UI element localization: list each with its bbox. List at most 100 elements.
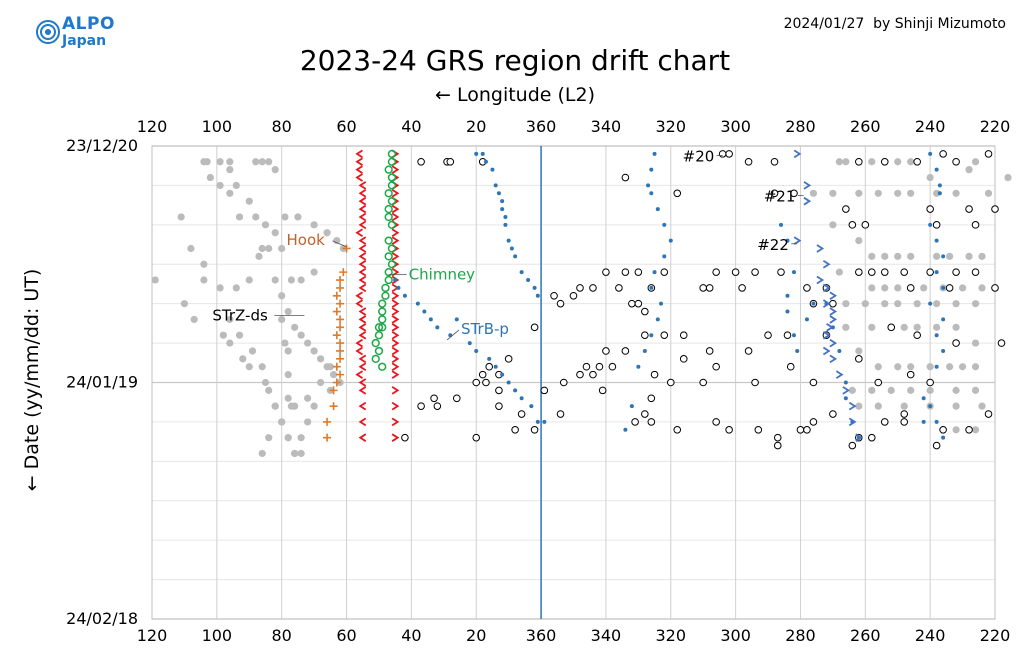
- data-point-gray: [829, 221, 837, 229]
- data-point-red-chevron-right: [391, 299, 400, 308]
- data-point-gray: [151, 276, 159, 284]
- data-point-open-circle: [615, 284, 623, 292]
- data-point-gray: [868, 386, 876, 394]
- data-point-orange-plus: [332, 378, 341, 387]
- data-point-open-circle: [754, 426, 763, 434]
- data-point-open-circle: [744, 157, 753, 166]
- data-point-gray: [297, 331, 305, 339]
- data-point-blue-dot: [795, 348, 800, 353]
- data-point-open-circle: [803, 426, 811, 434]
- annotation-label: #21: [764, 188, 796, 206]
- data-point-gray: [245, 363, 253, 371]
- data-point-red-chevron-right: [391, 252, 400, 261]
- data-point-blue-dot: [934, 364, 939, 369]
- data-point-gray: [978, 402, 986, 410]
- data-point-red-chevron-right: [391, 330, 400, 340]
- data-point-blue-dot: [506, 238, 511, 243]
- data-point-open-circle: [485, 362, 494, 371]
- data-point-green-circle: [387, 173, 397, 182]
- data-point-open-circle: [790, 189, 798, 198]
- logo-line-1: ALPO: [62, 14, 115, 34]
- data-point-blue-dot: [428, 317, 433, 322]
- data-point-blue-dot: [503, 222, 508, 227]
- data-point-gray: [235, 331, 244, 339]
- data-point-orange-plus: [339, 268, 348, 277]
- data-point-open-circle: [621, 173, 630, 182]
- x-tick-label-bottom: 240: [915, 626, 946, 645]
- data-point-gray: [190, 315, 198, 324]
- data-point-blue-dot: [649, 333, 654, 338]
- data-point-blue-dot: [934, 333, 939, 338]
- data-point-gray: [326, 363, 334, 371]
- data-point-gray: [900, 323, 908, 331]
- data-point-blue-dot: [535, 293, 540, 298]
- data-point-open-circle: [666, 378, 675, 387]
- data-point-blue-dot: [629, 404, 634, 409]
- data-point-blue-dot: [646, 183, 651, 188]
- data-point-blue-chevron-right: [816, 244, 825, 253]
- data-point-red-chevron-left: [358, 330, 367, 340]
- x-tick-label-bottom: 300: [720, 626, 751, 645]
- data-point-gray: [261, 221, 270, 229]
- data-point-red-chevron-right: [391, 228, 400, 237]
- data-point-gray: [971, 339, 980, 347]
- data-point-open-circle: [770, 189, 779, 198]
- data-point-gray: [284, 394, 292, 402]
- data-point-open-circle: [660, 268, 669, 276]
- data-point-blue-dot: [642, 348, 647, 353]
- data-point-open-circle: [550, 291, 558, 300]
- data-point-blue-dot: [804, 317, 809, 322]
- data-point-gray: [835, 268, 843, 276]
- data-point-orange-plus: [323, 417, 332, 426]
- data-point-blue-dot: [652, 270, 657, 275]
- data-point-open-circle: [569, 291, 578, 300]
- data-point-blue-dot: [779, 222, 784, 227]
- data-point-blue-dot: [402, 293, 407, 298]
- data-point-open-circle: [628, 299, 636, 308]
- data-point-open-circle: [829, 410, 837, 418]
- data-point-open-circle: [631, 418, 639, 426]
- data-point-blue-dot: [448, 333, 453, 338]
- data-point-blue-dot: [662, 222, 667, 227]
- data-point-gray: [894, 300, 902, 308]
- data-point-open-circle: [926, 205, 934, 213]
- data-point-gray: [317, 355, 325, 363]
- data-point-gray: [913, 323, 921, 331]
- credit-author: by Shinji Mizumoto: [873, 16, 1006, 32]
- data-point-blue-chevron-right: [848, 417, 857, 427]
- data-point-gray: [304, 394, 312, 402]
- data-point-open-circle: [602, 347, 610, 355]
- data-point-open-circle: [809, 378, 818, 387]
- plot-frame: [151, 145, 996, 620]
- data-point-gray: [894, 158, 902, 166]
- annotation-label: #22: [757, 236, 789, 254]
- data-point-gray: [868, 158, 876, 166]
- data-point-gray: [287, 276, 296, 284]
- data-point-gray: [868, 252, 876, 260]
- x-tick-label-bottom: 120: [137, 626, 168, 645]
- x-tick-label-top: 300: [720, 117, 751, 136]
- data-point-blue-chevron-right: [793, 236, 802, 245]
- data-point-gray: [946, 363, 954, 371]
- data-point-red-chevron-right: [391, 417, 400, 427]
- data-point-green-circle: [387, 149, 397, 159]
- data-point-gray: [926, 363, 934, 371]
- data-point-red-chevron-right: [391, 323, 400, 332]
- data-point-blue-chevron-right: [829, 354, 838, 364]
- data-point-blue-chevron-right: [829, 315, 838, 324]
- data-point-red-chevron-left: [355, 346, 363, 356]
- data-point-blue-dot: [941, 254, 946, 259]
- data-point-green-circle: [387, 244, 397, 253]
- data-point-red-chevron-left: [358, 267, 367, 277]
- data-point-green-circle: [384, 267, 393, 277]
- data-point-open-circle: [945, 284, 954, 292]
- data-point-blue-dot: [652, 151, 657, 156]
- x-tick-label-top: 240: [915, 117, 946, 136]
- data-point-green-circle: [387, 220, 397, 229]
- data-point-blue-chevron-right: [803, 181, 812, 190]
- data-point-open-circle: [608, 362, 617, 371]
- data-point-green-circle: [387, 157, 397, 166]
- data-point-gray: [868, 323, 876, 331]
- data-point-red-chevron-left: [358, 236, 367, 245]
- data-point-gray: [907, 252, 915, 260]
